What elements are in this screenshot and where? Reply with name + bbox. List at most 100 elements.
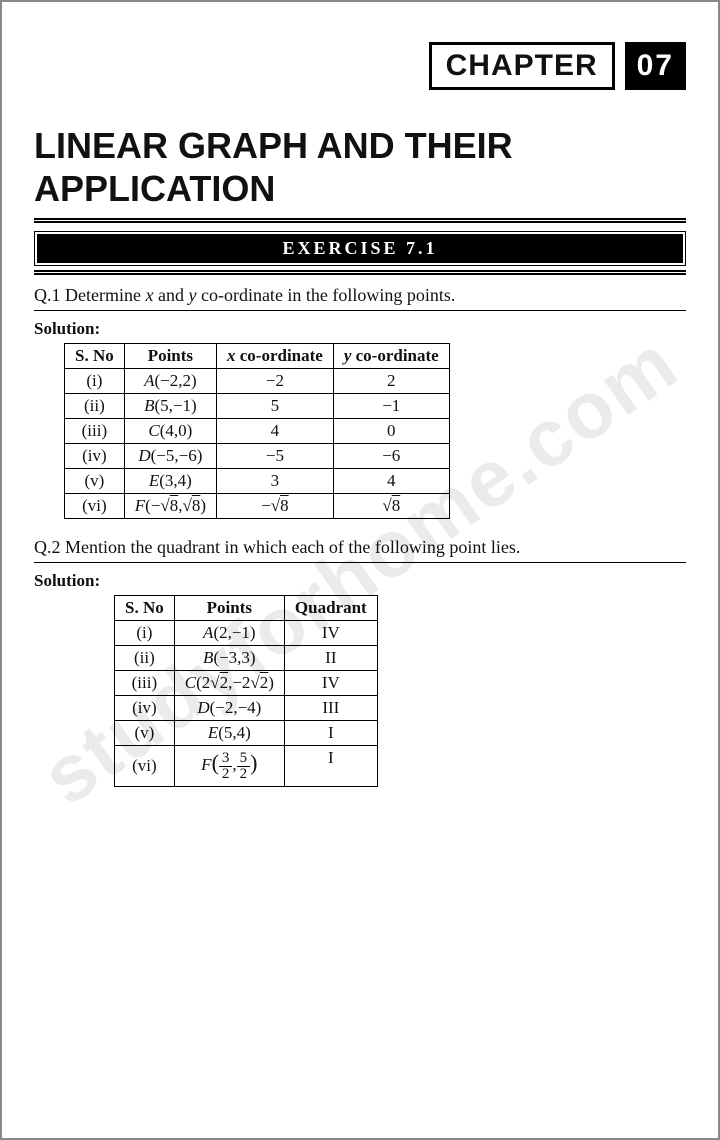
pt-label: D <box>138 446 150 465</box>
numerator: 3 <box>219 751 233 767</box>
sqrt-arg: 8 <box>392 496 401 515</box>
col-points: Points <box>174 596 284 621</box>
cell: 5 <box>216 394 333 419</box>
q1-underline <box>34 310 686 311</box>
cell: 4 <box>216 419 333 444</box>
cell: (iii) <box>115 671 175 696</box>
y-label: co-ordinate <box>351 346 438 365</box>
cell: (iii) <box>65 419 125 444</box>
pt-label: D <box>197 698 209 717</box>
table-row: (ii)B(5,−1)5−1 <box>65 394 450 419</box>
table-row: (i)A(2,−1)IV <box>115 621 378 646</box>
q1-text-a: Q.1 Determine <box>34 285 145 305</box>
chapter-number: 07 <box>625 42 686 90</box>
pt-args: (−2,2) <box>154 371 196 390</box>
table-row: (iii) C(2√2,−2√2) IV <box>115 671 378 696</box>
q2-table: S. No Points Quadrant (i)A(2,−1)IV (ii)B… <box>114 595 378 787</box>
pt-args: (4,0) <box>160 421 193 440</box>
col-points: Points <box>124 344 216 369</box>
cell: D(−2,−4) <box>174 696 284 721</box>
sqrt-arg: 2 <box>260 673 269 692</box>
table-row: (iv)D(−5,−6)−5−6 <box>65 444 450 469</box>
cell: −√8 <box>216 494 333 519</box>
sqrt-arg: 2 <box>220 673 229 692</box>
q1-text-b: and <box>153 285 188 305</box>
pt-label: E <box>149 471 159 490</box>
pt-label: A <box>144 371 154 390</box>
cell: 4 <box>333 469 449 494</box>
cell: (vi) <box>65 494 125 519</box>
col-sno: S. No <box>115 596 175 621</box>
pt-args: (−3,3) <box>213 648 255 667</box>
table-row: (v)E(3,4)34 <box>65 469 450 494</box>
col-x: x co-ordinate <box>216 344 333 369</box>
pt-args: (3,4) <box>159 471 192 490</box>
pt-label: C <box>148 421 159 440</box>
cell: A(−2,2) <box>124 369 216 394</box>
sqrt-arg: 8 <box>192 496 201 515</box>
cell: √8 <box>333 494 449 519</box>
cell: −1 <box>333 394 449 419</box>
cell: (ii) <box>115 646 175 671</box>
q2-solution-label: Solution: <box>34 571 686 591</box>
cell: C(4,0) <box>124 419 216 444</box>
cell: (v) <box>115 721 175 746</box>
pt-label: B <box>203 648 213 667</box>
denominator: 2 <box>237 767 251 782</box>
cell: −2 <box>216 369 333 394</box>
cell: I <box>284 746 377 787</box>
table-row: (v)E(5,4)I <box>115 721 378 746</box>
question-2: Q.2 Mention the quadrant in which each o… <box>34 537 686 558</box>
denominator: 2 <box>219 767 233 782</box>
pt-label: F <box>201 755 211 774</box>
question-1: Q.1 Determine x and y co-ordinate in the… <box>34 285 686 306</box>
col-sno: S. No <box>65 344 125 369</box>
table-row: (ii)B(−3,3)II <box>115 646 378 671</box>
q2-underline <box>34 562 686 563</box>
x-label: co-ordinate <box>235 346 322 365</box>
cell: (v) <box>65 469 125 494</box>
pt-label: A <box>203 623 213 642</box>
cell: (ii) <box>65 394 125 419</box>
table-row: (vi) F(−√8,√8) −√8 √8 <box>65 494 450 519</box>
cell: IV <box>284 621 377 646</box>
q1-solution-label: Solution: <box>34 319 686 339</box>
cell: 2 <box>333 369 449 394</box>
q1-table: S. No Points x co-ordinate y co-ordinate… <box>64 343 450 519</box>
cell: B(−3,3) <box>174 646 284 671</box>
numerator: 5 <box>237 751 251 767</box>
pt-args: (5,−1) <box>154 396 196 415</box>
cell: III <box>284 696 377 721</box>
page-title: LINEAR GRAPH AND THEIR APPLICATION <box>34 124 686 210</box>
table-row: (iv)D(−2,−4)III <box>115 696 378 721</box>
cell: F(32,52) <box>174 746 284 787</box>
cell: IV <box>284 671 377 696</box>
table-row: (i)A(−2,2)−22 <box>65 369 450 394</box>
pt-label: F <box>135 496 145 515</box>
cell: B(5,−1) <box>124 394 216 419</box>
pt-args: (2,−1) <box>213 623 255 642</box>
table-header-row: S. No Points Quadrant <box>115 596 378 621</box>
table-row: (iii)C(4,0)40 <box>65 419 450 444</box>
table-header-row: S. No Points x co-ordinate y co-ordinate <box>65 344 450 369</box>
q1-text-c: co-ordinate in the following points. <box>196 285 455 305</box>
exercise-banner: EXERCISE 7.1 <box>37 234 683 263</box>
exercise-banner-wrap: EXERCISE 7.1 <box>34 231 686 266</box>
cell: C(2√2,−2√2) <box>174 671 284 696</box>
cell: 0 <box>333 419 449 444</box>
col-y: y co-ordinate <box>333 344 449 369</box>
cell: −5 <box>216 444 333 469</box>
cell: A(2,−1) <box>174 621 284 646</box>
cell: (i) <box>115 621 175 646</box>
cell: I <box>284 721 377 746</box>
cell: −6 <box>333 444 449 469</box>
pt-label: C <box>185 673 196 692</box>
col-quadrant: Quadrant <box>284 596 377 621</box>
cell: (iv) <box>65 444 125 469</box>
title-rule <box>34 218 686 223</box>
cell: (i) <box>65 369 125 394</box>
pt-args: (5,4) <box>218 723 251 742</box>
cell: II <box>284 646 377 671</box>
chapter-label: CHAPTER <box>429 42 615 90</box>
sqrt-arg: 8 <box>280 496 289 515</box>
